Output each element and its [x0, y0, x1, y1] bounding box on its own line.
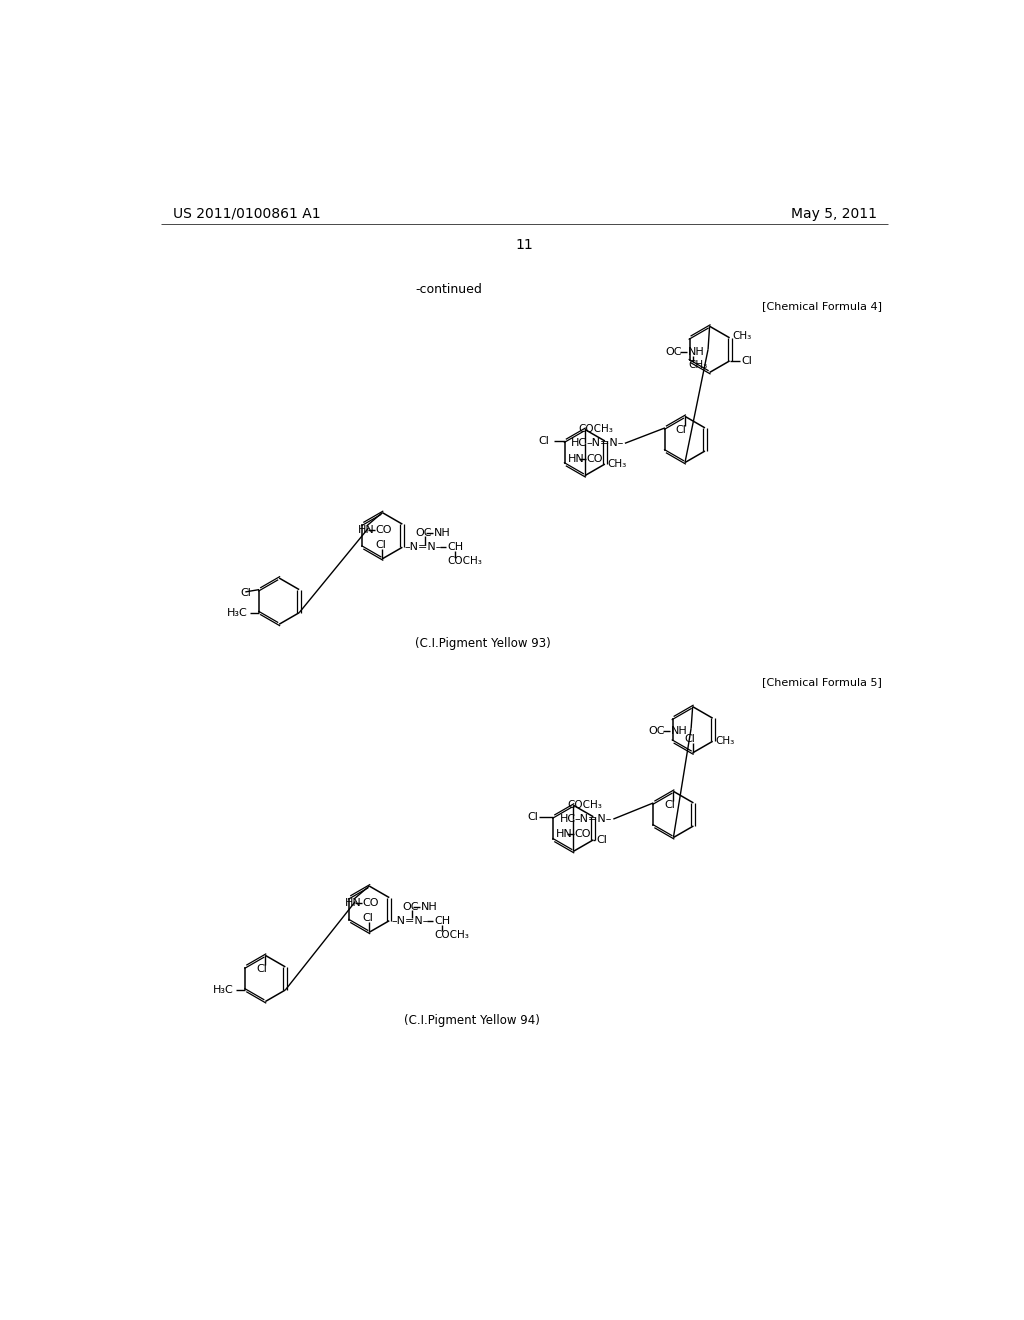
Text: CH₃: CH₃ [607, 459, 627, 469]
Text: HN: HN [345, 898, 361, 908]
Text: Cl: Cl [665, 800, 675, 810]
Text: –N=N–: –N=N– [391, 916, 429, 925]
Text: OC: OC [416, 528, 432, 539]
Text: NH: NH [434, 528, 451, 539]
Text: 11: 11 [516, 238, 534, 252]
Text: NH: NH [688, 347, 705, 358]
Text: -continued: -continued [416, 282, 482, 296]
Text: HC: HC [571, 438, 587, 449]
Text: COCH₃: COCH₃ [567, 800, 602, 810]
Text: H₃C: H₃C [213, 985, 233, 995]
Text: –N=N–: –N=N– [587, 438, 624, 449]
Text: CO: CO [587, 454, 603, 463]
Text: CH: CH [434, 916, 451, 925]
Text: CO: CO [362, 898, 379, 908]
Text: May 5, 2011: May 5, 2011 [791, 207, 877, 220]
Text: HC: HC [559, 814, 575, 824]
Text: HN: HN [556, 829, 573, 840]
Text: US 2011/0100861 A1: US 2011/0100861 A1 [173, 207, 321, 220]
Text: OC: OC [649, 726, 666, 737]
Text: H₃C: H₃C [227, 607, 248, 618]
Text: (C.I.Pigment Yellow 93): (C.I.Pigment Yellow 93) [416, 638, 551, 649]
Text: Cl: Cl [256, 964, 267, 974]
Text: CO: CO [376, 524, 392, 535]
Text: HN: HN [357, 524, 375, 535]
Text: HN: HN [568, 454, 585, 463]
Text: NH: NH [671, 726, 688, 737]
Text: OC: OC [402, 902, 419, 912]
Text: Cl: Cl [240, 589, 251, 598]
Text: COCH₃: COCH₃ [447, 556, 482, 566]
Text: (C.I.Pigment Yellow 94): (C.I.Pigment Yellow 94) [403, 1014, 540, 1027]
Text: [Chemical Formula 4]: [Chemical Formula 4] [762, 301, 882, 312]
Text: Cl: Cl [676, 425, 686, 436]
Text: Cl: Cl [539, 436, 550, 446]
Text: COCH₃: COCH₃ [579, 425, 613, 434]
Text: CH₃: CH₃ [688, 360, 708, 370]
Text: CH₃: CH₃ [732, 331, 752, 342]
Text: CH: CH [447, 543, 463, 552]
Text: Cl: Cl [376, 540, 386, 550]
Text: Cl: Cl [684, 734, 695, 744]
Text: [Chemical Formula 5]: [Chemical Formula 5] [762, 677, 882, 686]
Text: Cl: Cl [596, 834, 607, 845]
Text: Cl: Cl [362, 913, 373, 924]
Text: COCH₃: COCH₃ [434, 929, 469, 940]
Text: Cl: Cl [741, 356, 752, 366]
Text: –N=N–: –N=N– [574, 814, 612, 824]
Text: NH: NH [421, 902, 437, 912]
Text: CH₃: CH₃ [715, 737, 734, 746]
Text: CO: CO [574, 829, 591, 840]
Text: OC: OC [666, 347, 682, 358]
Text: Cl: Cl [527, 812, 538, 822]
Text: –N=N–: –N=N– [404, 543, 442, 552]
